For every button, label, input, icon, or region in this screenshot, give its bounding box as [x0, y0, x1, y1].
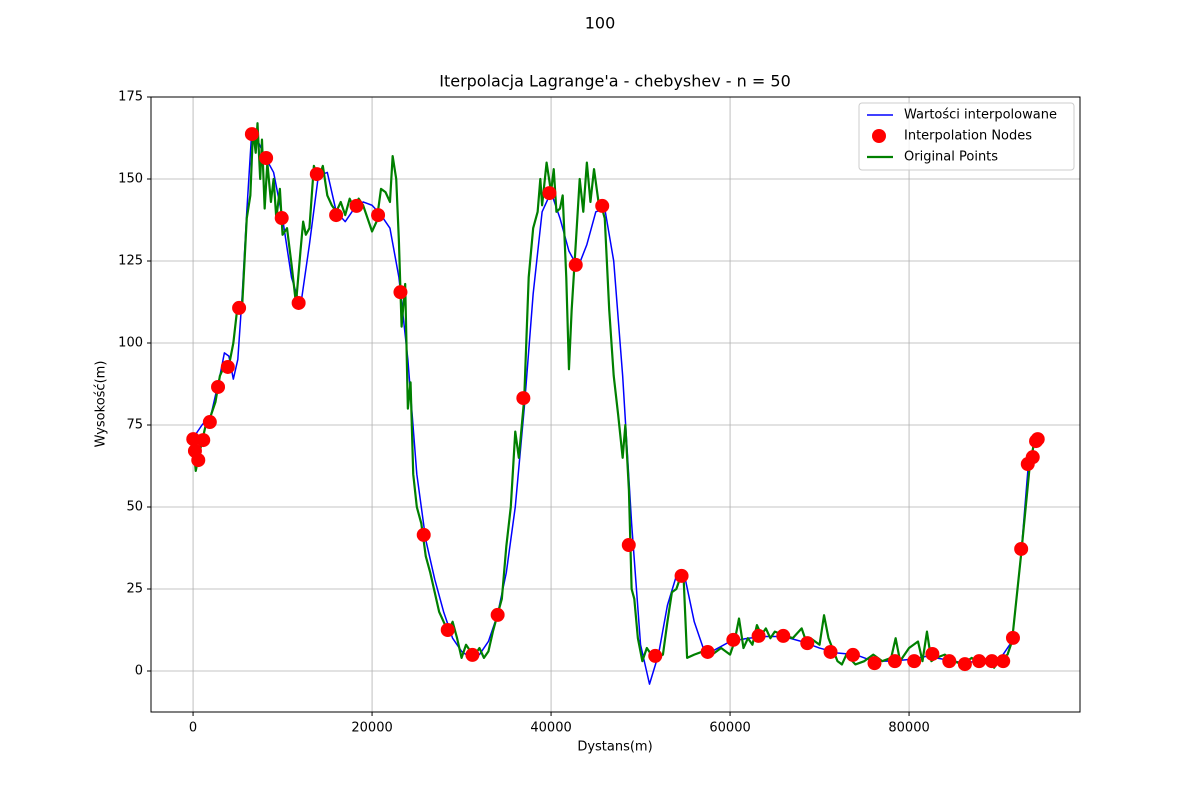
node-point	[393, 285, 408, 300]
node-point	[621, 538, 636, 553]
node-point	[211, 379, 226, 394]
node-point	[191, 453, 206, 468]
node-point	[674, 568, 689, 583]
plot-area	[186, 122, 1045, 685]
y-tick-label: 125	[118, 254, 143, 269]
node-point	[1014, 541, 1029, 556]
node-point	[726, 632, 741, 647]
node-point	[800, 636, 815, 651]
y-tick-label: 75	[126, 418, 143, 433]
node-point	[349, 198, 364, 213]
x-tick-label: 60000	[709, 721, 750, 736]
axes-frame	[150, 96, 1081, 713]
node-point	[972, 654, 987, 669]
suptitle: 100	[585, 14, 616, 33]
node-point	[887, 654, 902, 669]
node-point	[996, 654, 1011, 669]
node-point	[259, 151, 274, 166]
node-point	[700, 644, 715, 659]
node-point	[196, 433, 211, 448]
node-point	[244, 127, 259, 142]
legend-box	[858, 102, 1075, 171]
node-point	[823, 644, 838, 659]
node-point	[371, 208, 386, 223]
y-tick-label: 150	[118, 172, 143, 187]
node-point	[1030, 432, 1045, 447]
chart-title: Iterpolacja Lagrange'a - chebyshev - n =…	[439, 72, 791, 91]
node-point	[776, 628, 791, 643]
node-point	[568, 257, 583, 272]
node-point	[440, 623, 455, 637]
y-tick-label: 175	[118, 90, 143, 105]
node-point	[220, 359, 235, 374]
node-point	[925, 646, 940, 661]
node-point	[595, 198, 610, 213]
node-point	[984, 654, 999, 669]
node-point	[867, 656, 882, 671]
x-tick-label: 80000	[888, 721, 929, 736]
y-tick-label: 100	[118, 336, 143, 351]
legend: Wartości interpolowane Interpolation Node…	[858, 102, 1075, 171]
node-point	[942, 654, 957, 669]
legend-label: Original Points	[904, 150, 998, 165]
node-point	[957, 657, 972, 672]
node-point	[465, 647, 480, 662]
node-point	[416, 527, 431, 542]
node-point	[202, 415, 217, 430]
x-axis-label: Dystans(m)	[577, 740, 652, 755]
node-point	[1025, 450, 1040, 465]
node-point	[329, 208, 344, 223]
node-point	[516, 391, 531, 406]
y-tick-label: 25	[126, 582, 143, 597]
y-tick-label: 0	[135, 664, 143, 679]
node-point	[845, 647, 860, 662]
node-point	[490, 607, 505, 622]
node-point	[291, 295, 306, 310]
x-tick-label: 20000	[351, 721, 392, 736]
node-point	[232, 300, 247, 315]
node-point	[907, 654, 922, 669]
node-point	[1005, 630, 1020, 645]
node-point	[542, 186, 557, 201]
node-point	[648, 648, 663, 663]
series-line	[191, 122, 1039, 669]
legend-marker	[872, 129, 886, 143]
x-tick-label: 0	[189, 721, 197, 736]
legend-label: Wartości interpolowane	[904, 108, 1057, 123]
node-point	[751, 628, 766, 643]
y-tick-label: 50	[126, 500, 143, 515]
y-axis-label: Wysokość(m)	[94, 361, 109, 448]
legend-label: Interpolation Nodes	[904, 129, 1032, 144]
node-point	[309, 167, 324, 182]
x-tick-label: 40000	[530, 721, 571, 736]
node-point	[274, 211, 289, 226]
